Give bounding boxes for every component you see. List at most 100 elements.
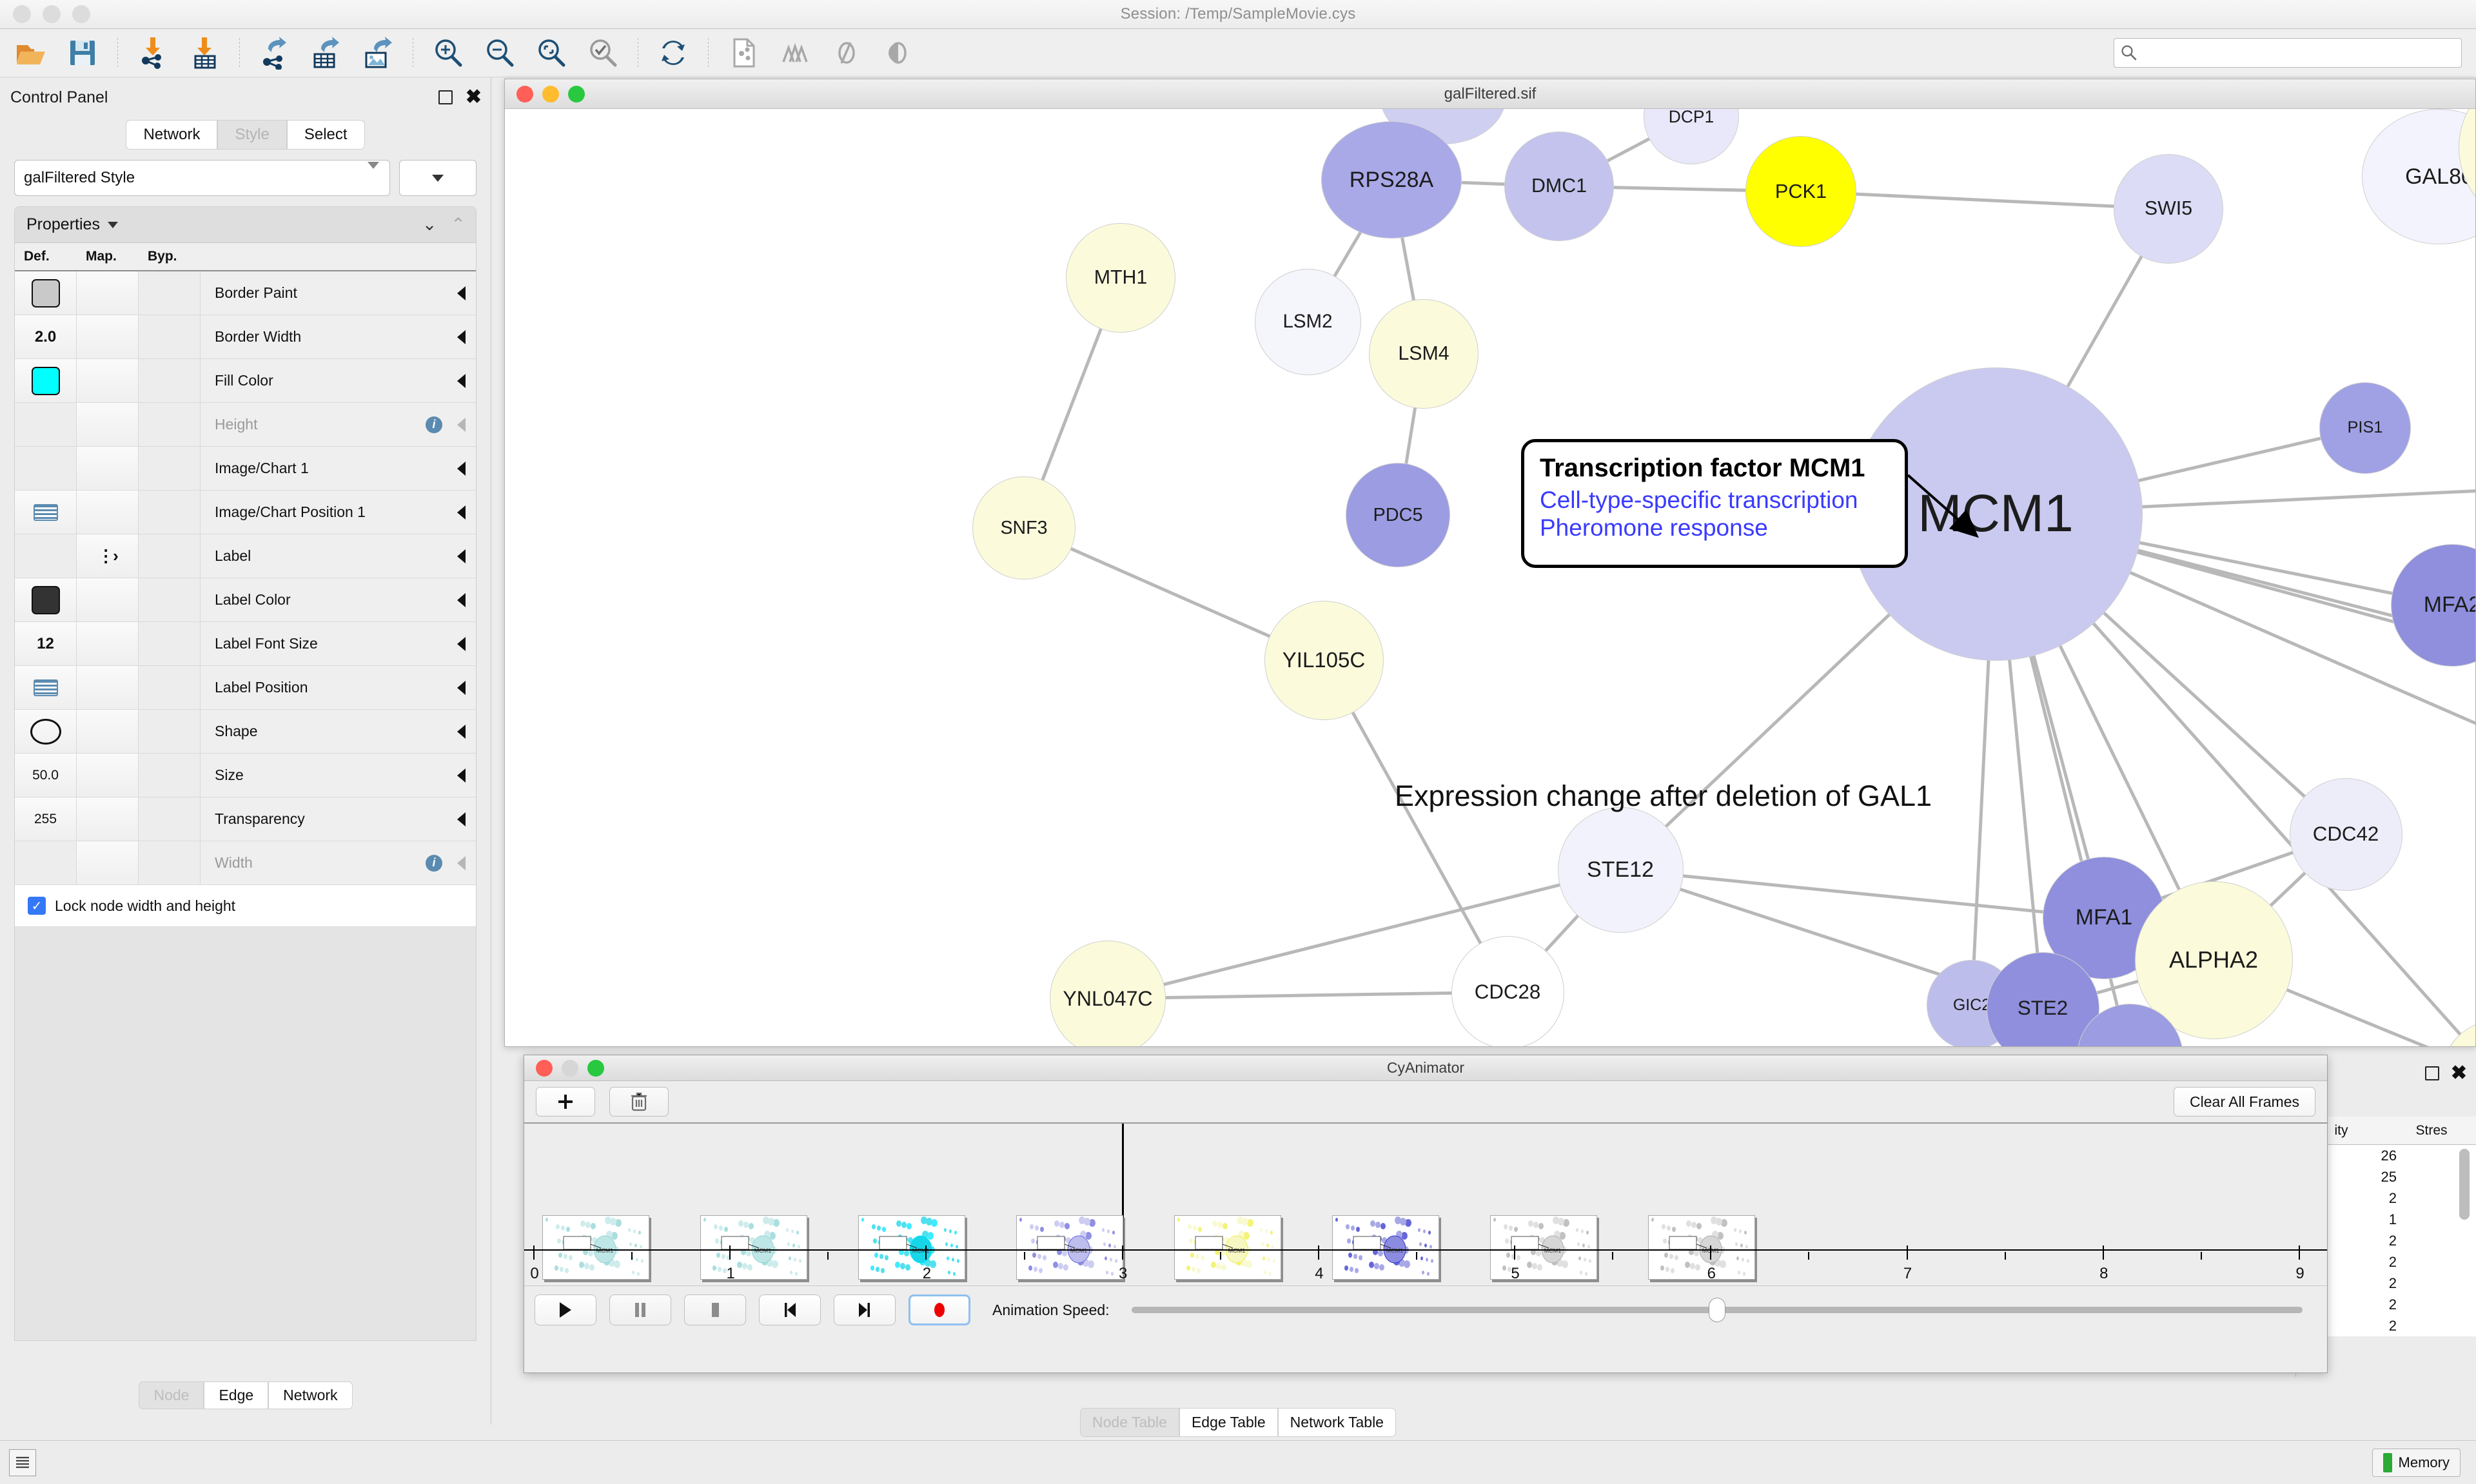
chevron-left-icon[interactable] bbox=[457, 461, 466, 476]
table-scrollbar[interactable] bbox=[2459, 1149, 2470, 1220]
float-panel-icon[interactable] bbox=[438, 90, 453, 104]
graph-node[interactable]: PDC5 bbox=[1346, 463, 1450, 567]
property-mapping-cell[interactable] bbox=[77, 403, 139, 446]
timeline-frame[interactable]: MCM1 bbox=[1016, 1215, 1123, 1280]
timeline-frame[interactable]: MCM1 bbox=[542, 1215, 649, 1280]
collapse-all-icon[interactable]: ⌄ bbox=[422, 215, 437, 234]
property-mapping-cell[interactable] bbox=[77, 754, 139, 797]
property-row[interactable]: Image/Chart Position 1 bbox=[15, 491, 476, 534]
skip-to-end-button[interactable] bbox=[834, 1294, 896, 1325]
property-default-cell[interactable] bbox=[15, 491, 77, 534]
fit-selected-icon[interactable] bbox=[577, 33, 629, 73]
timeline-frame[interactable]: MCM1 bbox=[1332, 1215, 1439, 1280]
network-graph-canvas[interactable]: RPS28BDCP1RPS28ADMC1PCK1SWI5GAL80GAL11ST… bbox=[505, 109, 2475, 1046]
timeline-playhead[interactable] bbox=[1121, 1124, 1124, 1251]
property-bypass-cell[interactable] bbox=[139, 534, 201, 578]
property-default-cell[interactable]: 12 bbox=[15, 622, 77, 665]
property-default-cell[interactable]: 2.0 bbox=[15, 315, 77, 358]
graph-node[interactable]: STE12 bbox=[1557, 806, 1684, 933]
property-mapping-cell[interactable] bbox=[77, 797, 139, 841]
chevron-left-icon[interactable] bbox=[457, 768, 466, 783]
info-icon[interactable]: i bbox=[426, 416, 442, 433]
style-options-menu-button[interactable] bbox=[399, 160, 477, 196]
animation-speed-slider[interactable] bbox=[1131, 1298, 2303, 1322]
chevron-left-icon[interactable] bbox=[457, 505, 466, 520]
graph-node[interactable]: DMC1 bbox=[1504, 132, 1614, 241]
tab-network-style[interactable]: Network bbox=[268, 1381, 353, 1409]
property-mapping-cell[interactable] bbox=[77, 666, 139, 709]
graph-node[interactable]: MTH1 bbox=[1066, 223, 1175, 333]
tab-node[interactable]: Node bbox=[139, 1381, 204, 1409]
property-default-cell[interactable] bbox=[15, 447, 77, 490]
property-bypass-cell[interactable] bbox=[139, 359, 201, 402]
chevron-left-icon[interactable] bbox=[457, 286, 466, 300]
save-icon[interactable] bbox=[57, 33, 108, 73]
memory-status-button[interactable]: Memory bbox=[2372, 1448, 2461, 1477]
property-bypass-cell[interactable] bbox=[139, 710, 201, 753]
clear-all-frames-button[interactable]: Clear All Frames bbox=[2174, 1087, 2315, 1117]
property-mapping-cell[interactable] bbox=[77, 710, 139, 753]
property-bypass-cell[interactable] bbox=[139, 578, 201, 621]
play-button[interactable] bbox=[535, 1294, 596, 1325]
show-icon[interactable] bbox=[872, 33, 924, 73]
property-default-cell[interactable] bbox=[15, 578, 77, 621]
float-panel-icon[interactable] bbox=[2424, 1066, 2439, 1080]
chevron-left-icon[interactable] bbox=[457, 373, 466, 388]
export-image-icon[interactable] bbox=[352, 33, 404, 73]
export-network-icon[interactable] bbox=[249, 33, 300, 73]
graph-node[interactable]: CDC28 bbox=[1451, 935, 1564, 1046]
import-network-icon[interactable] bbox=[127, 33, 179, 73]
close-window-button[interactable] bbox=[516, 85, 533, 103]
chevron-left-icon[interactable] bbox=[457, 680, 466, 695]
chevron-left-icon[interactable] bbox=[457, 592, 466, 607]
property-row[interactable]: ⋮› Label bbox=[15, 534, 476, 578]
timeline-frame[interactable]: MCM1 bbox=[1648, 1215, 1755, 1280]
property-row[interactable]: Height i bbox=[15, 403, 476, 447]
table-column-stress[interactable]: Stres bbox=[2415, 1122, 2448, 1138]
new-network-icon[interactable] bbox=[718, 33, 769, 73]
hide-icon[interactable] bbox=[821, 33, 872, 73]
property-bypass-cell[interactable] bbox=[139, 271, 201, 315]
table-row[interactable]: 2 bbox=[2296, 1187, 2476, 1209]
graph-node[interactable]: YNL047C bbox=[1050, 941, 1166, 1046]
group-icon[interactable] bbox=[769, 33, 821, 73]
refresh-icon[interactable] bbox=[647, 33, 699, 73]
timeline-frame[interactable]: MCM1 bbox=[858, 1215, 965, 1280]
task-history-button[interactable] bbox=[9, 1449, 36, 1476]
property-default-cell[interactable] bbox=[15, 271, 77, 315]
fit-network-icon[interactable] bbox=[526, 33, 577, 73]
node-annotation-box[interactable]: Transcription factor MCM1 Cell-type-spec… bbox=[1521, 439, 1908, 568]
property-mapping-cell[interactable] bbox=[77, 359, 139, 402]
property-mapping-cell[interactable] bbox=[77, 315, 139, 358]
property-mapping-cell[interactable] bbox=[77, 622, 139, 665]
graph-node[interactable]: RPS28A bbox=[1321, 121, 1462, 239]
property-default-cell[interactable] bbox=[15, 666, 77, 709]
property-default-cell[interactable] bbox=[15, 710, 77, 753]
graph-node[interactable]: LSM2 bbox=[1254, 268, 1361, 375]
property-row[interactable]: 50.0 Size bbox=[15, 754, 476, 797]
graph-node[interactable]: CDC42 bbox=[2289, 777, 2402, 891]
property-mapping-cell[interactable] bbox=[77, 491, 139, 534]
lock-width-height-row[interactable]: ✓ Lock node width and height bbox=[15, 885, 476, 927]
lock-checkbox[interactable]: ✓ bbox=[28, 897, 46, 915]
property-row[interactable]: Border Paint bbox=[15, 271, 476, 315]
graph-node[interactable]: MCM1 bbox=[1849, 367, 2143, 661]
close-icon[interactable]: ✖ bbox=[2450, 1062, 2467, 1084]
chevron-left-icon[interactable] bbox=[457, 417, 466, 432]
property-row[interactable]: Image/Chart 1 bbox=[15, 447, 476, 491]
property-row[interactable]: 255 Transparency bbox=[15, 797, 476, 841]
property-row[interactable]: Fill Color bbox=[15, 359, 476, 403]
graph-node[interactable]: ALPHA2 bbox=[2134, 881, 2293, 1039]
cyanimator-window-controls[interactable] bbox=[536, 1059, 604, 1077]
property-mapping-cell[interactable] bbox=[77, 271, 139, 315]
info-icon[interactable]: i bbox=[426, 854, 442, 872]
property-default-cell[interactable]: 50.0 bbox=[15, 754, 77, 797]
table-row[interactable]: 1 bbox=[2296, 1209, 2476, 1230]
search-box[interactable] bbox=[2114, 38, 2462, 68]
maximize-window-button[interactable] bbox=[587, 1059, 604, 1077]
expand-all-icon[interactable]: ⌃ bbox=[451, 215, 466, 234]
property-mapping-cell[interactable] bbox=[77, 447, 139, 490]
property-row[interactable]: Shape bbox=[15, 710, 476, 754]
graph-node[interactable]: SNF3 bbox=[972, 476, 1076, 580]
zoom-out-icon[interactable] bbox=[474, 33, 526, 73]
